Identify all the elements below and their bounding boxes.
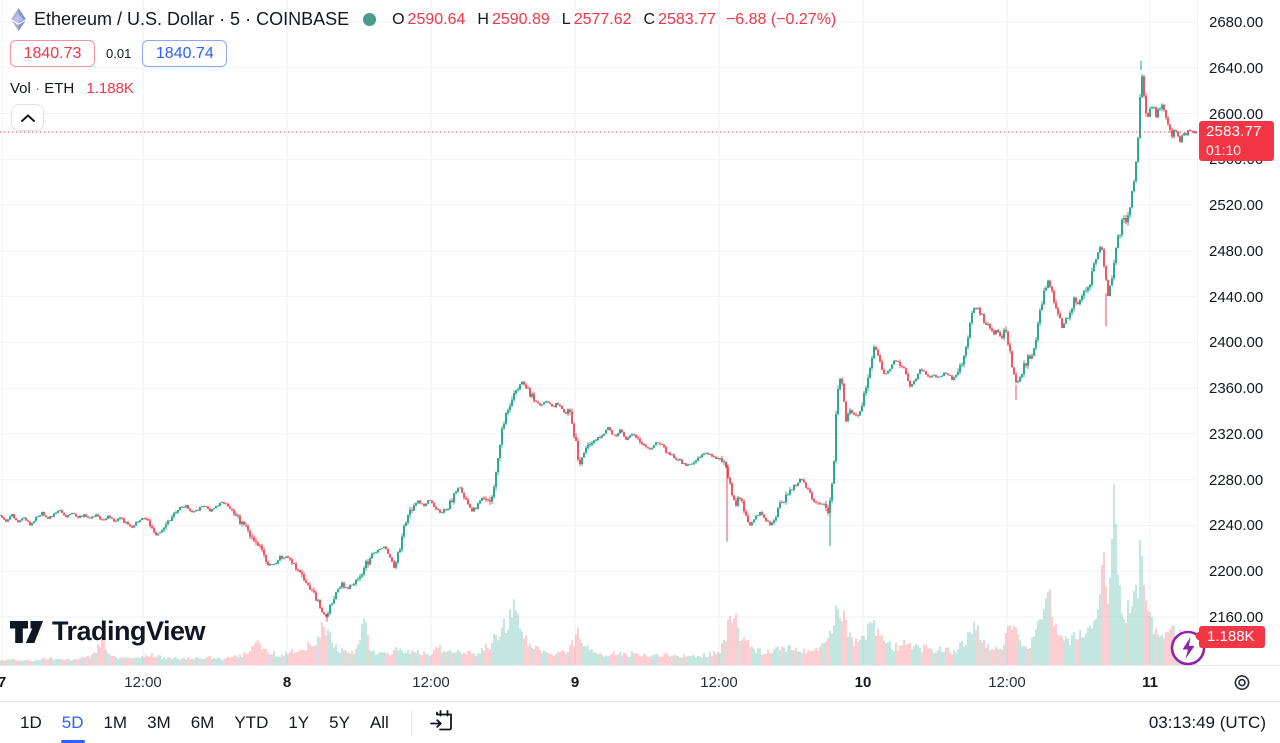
tradingview-logo-icon: [10, 620, 43, 643]
time-axis[interactable]: 7 12:00 8 12:00 9 12:00 10 12:00 11: [0, 665, 1280, 701]
change-value: −6.88 (−0.27%): [725, 10, 837, 28]
price-tick-label: 2440.00: [1209, 289, 1264, 306]
price-tick-label: 2400.00: [1209, 334, 1264, 351]
ethereum-icon: [11, 8, 26, 31]
toolbar-divider: [410, 709, 412, 736]
close-value: 2583.77: [658, 10, 716, 28]
market-status-dot[interactable]: [363, 13, 377, 26]
price-tick-label: 2200.00: [1209, 563, 1264, 580]
bar-countdown: 01:10: [1206, 142, 1242, 158]
bottom-toolbar: 1D 5D 1M 3M 6M YTD 1Y 5Y All 03:13:49 (UTC): [0, 701, 1280, 743]
open-label: O: [392, 10, 405, 28]
price-tick-label: 2280.00: [1209, 472, 1264, 489]
time-tick-label: 12:00: [124, 674, 162, 691]
high-label: H: [477, 10, 489, 28]
timeframe-3m[interactable]: 3M: [139, 705, 179, 741]
volume-bars-up: [0, 484, 1197, 665]
current-price-value: 2583.77: [1206, 123, 1262, 140]
timeframe-1m[interactable]: 1M: [95, 705, 135, 741]
low-label: L: [561, 10, 571, 28]
chart-pane[interactable]: [0, 0, 1197, 665]
candle-wicks-up: [0, 73, 1197, 618]
current-price-label: 2583.77 01:10: [1199, 121, 1274, 161]
time-tick-label: 12:00: [700, 674, 738, 691]
ohlc-values: O 2590.64 H 2590.89 L 2577.62 C 2583.77 …: [392, 11, 836, 29]
candle-wicks-down: [1, 74, 1195, 618]
timeframe-1d[interactable]: 1D: [12, 705, 50, 741]
time-tick-label: 9: [570, 674, 580, 691]
price-tick-label: 2240.00: [1209, 517, 1264, 534]
chevron-up-icon: [20, 114, 35, 122]
timeframe-all[interactable]: All: [362, 705, 397, 741]
candlestick-chart[interactable]: [0, 0, 1197, 665]
volume-value: 1.188K: [86, 80, 134, 97]
candle-bodies-up: [0, 76, 1197, 617]
price-tick-label: 2320.00: [1209, 426, 1264, 443]
price-tick-label: 2160.00: [1209, 609, 1264, 626]
sell-button[interactable]: 1840.73: [10, 40, 95, 67]
volume-legend[interactable]: Vol · ETH 1.188K: [10, 80, 134, 97]
symbol-title[interactable]: Ethereum / U.S. Dollar · 5 · COINBASE: [34, 9, 350, 29]
low-value: 2577.62: [573, 10, 632, 28]
candle-bodies-down: [1, 76, 1195, 617]
high-value: 2590.89: [491, 10, 550, 28]
price-tick-label: 2520.00: [1209, 197, 1264, 214]
bid-ask-row: 1840.73 0.01 1840.74: [10, 40, 228, 67]
price-tick-label: 2640.00: [1209, 60, 1264, 77]
server-clock[interactable]: 03:13:49 (UTC): [1148, 712, 1266, 732]
time-tick-label: 7: [0, 674, 7, 691]
timeframe-5y[interactable]: 5Y: [321, 705, 358, 741]
time-tick-label: 12:00: [988, 674, 1026, 691]
timeframe-switcher: 1D 5D 1M 3M 6M YTD 1Y 5Y All: [12, 705, 401, 741]
volume-separator: ·: [35, 80, 41, 97]
price-tick-label: 2360.00: [1209, 380, 1264, 397]
price-tick-label: 2600.00: [1209, 106, 1264, 123]
timeframe-6m[interactable]: 6M: [183, 705, 223, 741]
price-axis[interactable]: 2583.77 01:10 1.188K 2680.00 2640.00 2600.…: [1197, 0, 1280, 665]
go-to-date-button[interactable]: [426, 706, 458, 739]
volume-bars-down: [1, 552, 1195, 665]
volume-axis-label: 1.188K: [1199, 626, 1265, 648]
time-tick-label: 10: [854, 674, 872, 691]
timeframe-ytd[interactable]: YTD: [226, 705, 276, 741]
buy-button[interactable]: 1840.74: [142, 40, 228, 67]
volume-label: Vol: [10, 80, 31, 97]
timeframe-1y[interactable]: 1Y: [280, 705, 317, 741]
chart-settings-icon[interactable]: [1230, 671, 1254, 695]
collapse-legend-button[interactable]: [11, 104, 44, 131]
time-tick-label: 8: [282, 674, 292, 691]
time-tick-label: 11: [1142, 674, 1158, 691]
chart-grid: [0, 0, 1197, 665]
tradingview-logo[interactable]: TradingView: [8, 616, 206, 647]
volume-unit: ETH: [44, 80, 75, 97]
price-tick-label: 2480.00: [1209, 243, 1264, 260]
time-tick-label: 12:00: [412, 674, 450, 691]
price-tick-label: 2680.00: [1209, 14, 1264, 31]
open-value: 2590.64: [407, 10, 466, 28]
calendar-arrow-icon: [429, 710, 452, 731]
timeframe-5d[interactable]: 5D: [54, 705, 92, 741]
spread-value: 0.01: [106, 46, 132, 61]
close-label: C: [643, 10, 656, 28]
tradingview-logo-text: TradingView: [52, 616, 206, 646]
